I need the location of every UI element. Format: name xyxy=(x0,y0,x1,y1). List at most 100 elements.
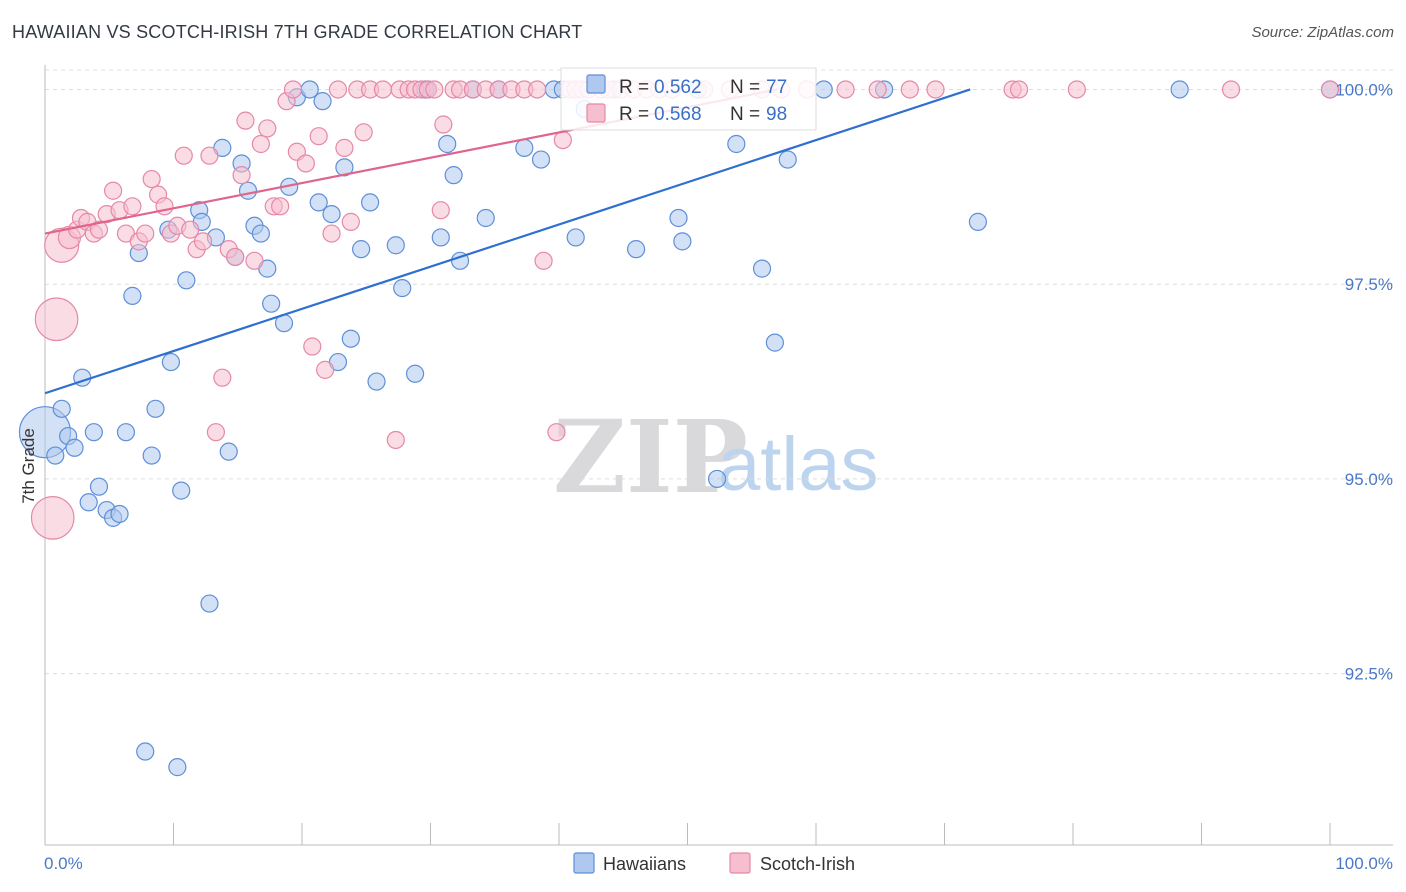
point-hawaiians xyxy=(116,423,136,442)
point-hawaiians xyxy=(393,278,412,298)
x-tick-label-min: 0.0% xyxy=(44,854,83,873)
chart-title: HAWAIIAN VS SCOTCH-IRISH 7TH GRADE CORRE… xyxy=(12,22,583,42)
point-hawaiians xyxy=(177,271,196,290)
point-hawaiians xyxy=(200,594,219,613)
point-scotch-irish xyxy=(1067,80,1086,99)
point-scotch-irish xyxy=(283,80,303,99)
point-scotch-irish xyxy=(213,368,232,387)
point-hawaiians xyxy=(814,80,833,99)
point-scotch-irish xyxy=(1320,80,1340,99)
point-hawaiians xyxy=(262,294,281,313)
point-hawaiians xyxy=(79,493,98,512)
y-tick-label: 97.5% xyxy=(1345,275,1393,294)
legend-label-hawaiians: Hawaiians xyxy=(603,854,686,874)
point-scotch-irish xyxy=(226,247,245,267)
point-hawaiians xyxy=(626,240,646,259)
point-scotch-irish xyxy=(245,251,264,270)
trend-lines xyxy=(44,88,971,395)
point-hawaiians xyxy=(352,240,371,259)
point-scotch-irish xyxy=(309,127,328,146)
y-tick-labels: 92.5% 95.0% 97.5% 100.0% xyxy=(1335,80,1393,683)
point-scotch-irish xyxy=(142,169,161,189)
stats-n-value-scotch-irish: 98 xyxy=(766,104,787,125)
point-hawaiians xyxy=(84,423,103,442)
point-hawaiians xyxy=(405,364,425,383)
stats-swatch-scotch-irish xyxy=(586,103,606,123)
point-hawaiians xyxy=(136,742,155,761)
point-scotch-irish xyxy=(431,201,450,220)
point-hawaiians xyxy=(707,469,727,489)
legend-swatch-hawaiians xyxy=(573,852,595,874)
point-scotch-irish xyxy=(373,80,393,99)
point-hawaiians xyxy=(752,259,772,278)
stats-n-label-hawaiians: N = xyxy=(730,77,760,98)
point-hawaiians xyxy=(110,504,129,524)
y-tick-label: 100.0% xyxy=(1335,80,1393,99)
point-scotch-irish xyxy=(181,220,200,239)
point-hawaiians xyxy=(968,212,988,231)
point-hawaiians xyxy=(444,166,463,185)
point-hawaiians xyxy=(778,150,797,169)
point-hawaiians xyxy=(367,372,386,391)
point-hawaiians xyxy=(566,228,585,247)
point-scotch-irish xyxy=(251,134,270,154)
series-scotch-irish xyxy=(30,80,1340,540)
stats-r-value-hawaiians: 0.562 xyxy=(654,77,702,98)
point-hawaiians xyxy=(52,399,71,418)
point-scotch-irish xyxy=(316,360,335,379)
stats-r-label-hawaiians: R = xyxy=(619,77,649,98)
point-scotch-irish xyxy=(232,166,251,185)
point-hawaiians xyxy=(309,193,328,212)
point-hawaiians xyxy=(515,138,534,157)
point-scotch-irish xyxy=(1009,80,1029,99)
point-hawaiians xyxy=(765,333,784,352)
x-tick-label-max: 100.0% xyxy=(1335,854,1393,873)
legend-label-scotch-irish: Scotch-Irish xyxy=(760,854,855,874)
point-scotch-irish xyxy=(900,80,919,99)
stats-r-value-scotch-irish: 0.568 xyxy=(654,104,702,125)
point-hawaiians xyxy=(438,134,457,154)
point-scotch-irish xyxy=(104,181,123,200)
point-hawaiians xyxy=(172,481,191,500)
point-hawaiians xyxy=(335,158,354,177)
point-scotch-irish xyxy=(354,123,373,142)
point-scotch-irish xyxy=(341,212,360,231)
point-scotch-irish xyxy=(30,496,75,540)
point-scotch-irish xyxy=(425,80,444,99)
point-hawaiians xyxy=(161,352,181,372)
point-scotch-irish xyxy=(328,80,348,99)
trend-line-hawaiians xyxy=(44,88,971,395)
stats-n-label-scotch-irish: N = xyxy=(730,104,760,125)
point-hawaiians xyxy=(168,758,187,777)
point-hawaiians xyxy=(673,232,692,251)
point-scotch-irish xyxy=(271,197,290,216)
source-label: Source: ZipAtlas.com xyxy=(1251,24,1394,41)
point-hawaiians xyxy=(313,92,332,111)
point-scotch-irish xyxy=(236,111,255,130)
point-hawaiians xyxy=(476,208,495,228)
point-hawaiians xyxy=(322,204,341,224)
point-scotch-irish xyxy=(89,220,109,239)
point-hawaiians xyxy=(46,446,65,465)
stats-n-value-hawaiians: 77 xyxy=(766,77,787,98)
point-hawaiians xyxy=(238,181,258,200)
point-scotch-irish xyxy=(553,131,572,150)
y-axis-title: 7th Grade xyxy=(19,428,38,504)
point-hawaiians xyxy=(65,438,84,457)
stats-r-label-scotch-irish: R = xyxy=(619,104,649,125)
point-scotch-irish xyxy=(534,251,553,270)
point-scotch-irish xyxy=(434,115,453,134)
point-scotch-irish xyxy=(200,146,219,165)
point-hawaiians xyxy=(146,399,165,418)
point-scotch-irish xyxy=(296,154,315,173)
point-scotch-irish xyxy=(335,138,354,157)
point-hawaiians xyxy=(123,286,142,305)
point-hawaiians xyxy=(219,442,238,461)
point-scotch-irish xyxy=(547,423,566,442)
point-hawaiians xyxy=(431,228,450,247)
point-scotch-irish xyxy=(386,430,405,450)
point-scotch-irish xyxy=(34,297,79,342)
legend-swatch-scotch-irish xyxy=(729,852,751,874)
point-scotch-irish xyxy=(174,146,193,165)
series-hawaiians xyxy=(18,80,1340,777)
